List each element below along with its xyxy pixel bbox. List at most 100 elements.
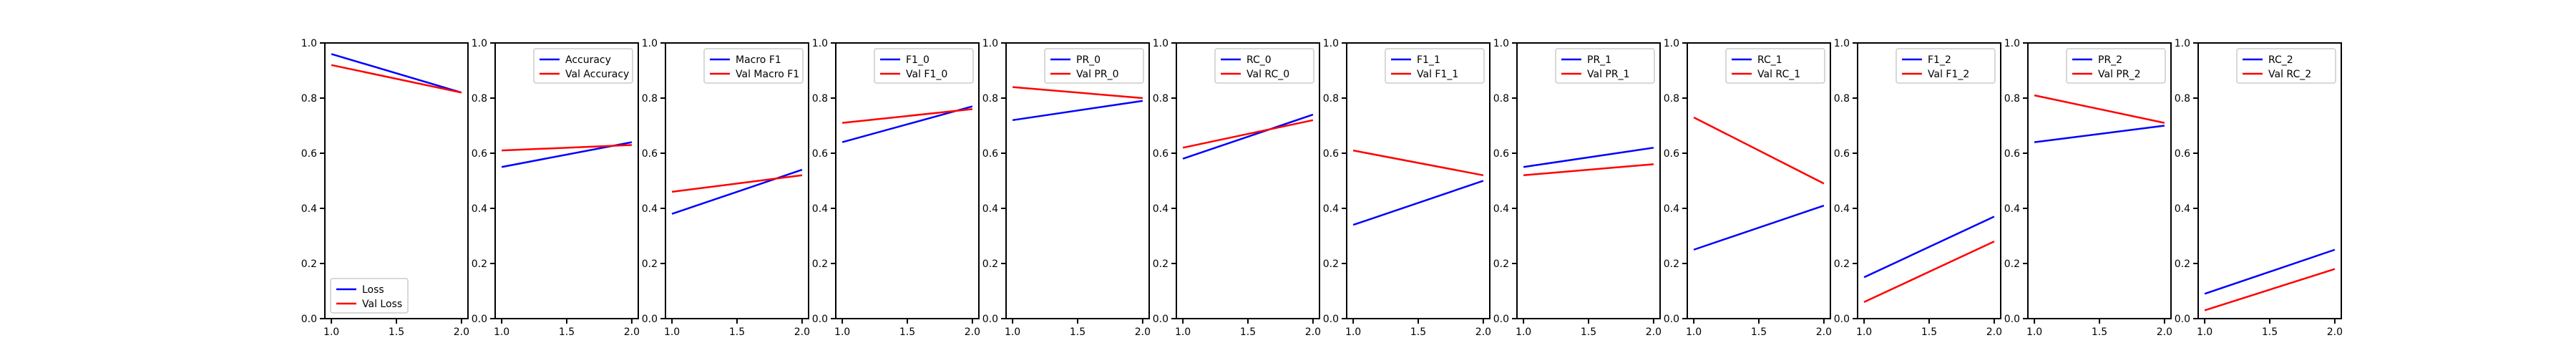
series-line-val (2034, 94, 2165, 124)
y-tick-label: 1.0 (1153, 38, 1169, 49)
y-tick-label: 1.0 (1834, 38, 1850, 49)
series-line-train (1523, 147, 1654, 168)
legend-label: F1_2 (1928, 54, 1951, 66)
y-tick-label: 0.0 (2175, 314, 2190, 325)
y-tick-label: 0.0 (301, 314, 317, 325)
x-tick-label: 1.0 (1516, 326, 1531, 338)
y-tick-label: 0.8 (472, 93, 487, 105)
axes-frame (1346, 42, 1491, 319)
y-tick-label: 0.0 (472, 314, 487, 325)
series-line-val (1182, 119, 1314, 149)
y-tick-label: 0.8 (2175, 93, 2190, 105)
legend: PR_1 Val PR_1 (1555, 48, 1655, 84)
x-tick-label: 1.5 (1581, 326, 1596, 338)
y-tick-label: 0.0 (812, 314, 828, 325)
series-line-train (1693, 204, 1825, 251)
x-tick-label: 2.0 (1135, 326, 1151, 338)
series-line-val (1012, 86, 1143, 100)
y-tick-label: 1.0 (301, 38, 317, 49)
y-tick-label: 0.6 (1493, 148, 1509, 160)
y-tick-label: 0.4 (812, 203, 828, 215)
y-tick-label: 0.8 (982, 93, 998, 105)
y-tick-label: 0.8 (1153, 93, 1169, 105)
y-tick-label: 0.2 (1493, 258, 1509, 270)
subplot-1: 0.0 0.2 0.4 0.6 0.8 1.0 1.0 1.5 2.0 Loss Val Loss (301, 38, 469, 338)
y-tick-label: 0.2 (982, 258, 998, 270)
x-tick-label: 1.5 (1751, 326, 1767, 338)
y-tick-label: 0.6 (2004, 148, 2020, 160)
x-tick-label: 2.0 (624, 326, 640, 338)
series-line-val (671, 174, 803, 193)
y-tick-label: 0.0 (982, 314, 998, 325)
axes-frame (324, 42, 469, 319)
y-tick-label: 1.0 (812, 38, 828, 49)
y-tick-label: 0.8 (1493, 93, 1509, 105)
x-tick-label: 1.5 (729, 326, 745, 338)
y-tick-label: 0.0 (1664, 314, 1679, 325)
y-tick-label: 0.6 (1323, 148, 1339, 160)
legend-label: Macro F1 (736, 54, 781, 66)
y-tick-label: 0.2 (812, 258, 828, 270)
y-tick-label: 1.0 (2004, 38, 2020, 49)
x-tick-label: 1.0 (1005, 326, 1020, 338)
y-tick-label: 0.4 (1153, 203, 1169, 215)
legend-label: Val PR_2 (2098, 69, 2141, 80)
legend-label: Val PR_1 (1587, 69, 1630, 80)
y-tick-label: 0.8 (301, 93, 317, 105)
x-tick-label: 1.0 (2197, 326, 2212, 338)
y-tick-label: 0.4 (2175, 203, 2190, 215)
y-tick-label: 0.0 (1153, 314, 1169, 325)
y-tick-label: 0.4 (1834, 203, 1850, 215)
y-tick-label: 0.2 (1323, 258, 1339, 270)
y-tick-label: 0.6 (642, 148, 658, 160)
series-line-val (1693, 116, 1825, 185)
x-tick-label: 1.0 (1856, 326, 1872, 338)
y-tick-label: 0.6 (301, 148, 317, 160)
legend: Accuracy Val Accuracy (533, 48, 633, 84)
series-line-val (841, 108, 973, 124)
x-tick-label: 2.0 (965, 326, 980, 338)
x-tick-label: 2.0 (1646, 326, 1662, 338)
legend-label: RC_0 (1246, 54, 1272, 66)
axes-frame (1176, 42, 1320, 319)
y-tick-label: 0.4 (472, 203, 487, 215)
x-tick-label: 1.0 (1686, 326, 1702, 338)
series-line-train (671, 168, 803, 215)
series-line-train (2204, 248, 2336, 295)
legend-label: Loss (362, 284, 384, 296)
series-line-val (502, 144, 632, 152)
series-line-val (1863, 241, 1995, 304)
legend-label: Val F1_0 (906, 69, 947, 80)
subplot-4: 0.0 0.2 0.4 0.6 0.8 1.0 1.0 1.5 2.0 F1_0 Val F1_0 (812, 38, 980, 338)
y-tick-label: 0.2 (642, 258, 658, 270)
x-tick-label: 2.0 (1305, 326, 1321, 338)
legend-label: PR_0 (1076, 54, 1101, 66)
y-tick-label: 0.2 (2004, 258, 2020, 270)
axes-frame (1516, 42, 1661, 319)
x-tick-label: 2.0 (1475, 326, 1491, 338)
y-tick-label: 1.0 (472, 38, 487, 49)
x-tick-label: 1.0 (494, 326, 509, 338)
y-tick-label: 0.6 (1834, 148, 1850, 160)
series-line-train (1863, 216, 1995, 279)
x-tick-label: 1.0 (1175, 326, 1191, 338)
y-tick-label: 0.8 (1323, 93, 1339, 105)
axes-frame (2197, 42, 2342, 319)
x-tick-label: 1.5 (1240, 326, 1256, 338)
subplot-12: 0.0 0.2 0.4 0.6 0.8 1.0 1.0 1.5 2.0 RC_2 Val RC_2 (2175, 38, 2343, 338)
y-tick-label: 1.0 (982, 38, 998, 49)
x-tick-label: 2.0 (1986, 326, 2002, 338)
y-tick-label: 0.4 (642, 203, 658, 215)
y-tick-label: 0.4 (1664, 203, 1679, 215)
y-tick-label: 0.4 (301, 203, 317, 215)
legend-label: Val F1_2 (1928, 69, 1969, 80)
y-tick-label: 0.6 (1153, 148, 1169, 160)
y-tick-label: 0.0 (642, 314, 658, 325)
y-tick-label: 1.0 (642, 38, 658, 49)
x-tick-label: 1.0 (664, 326, 680, 338)
y-tick-label: 0.4 (1493, 203, 1509, 215)
axes-frame (1687, 42, 1831, 319)
series-line-train (841, 105, 973, 143)
x-tick-label: 2.0 (794, 326, 810, 338)
x-tick-label: 1.0 (834, 326, 850, 338)
